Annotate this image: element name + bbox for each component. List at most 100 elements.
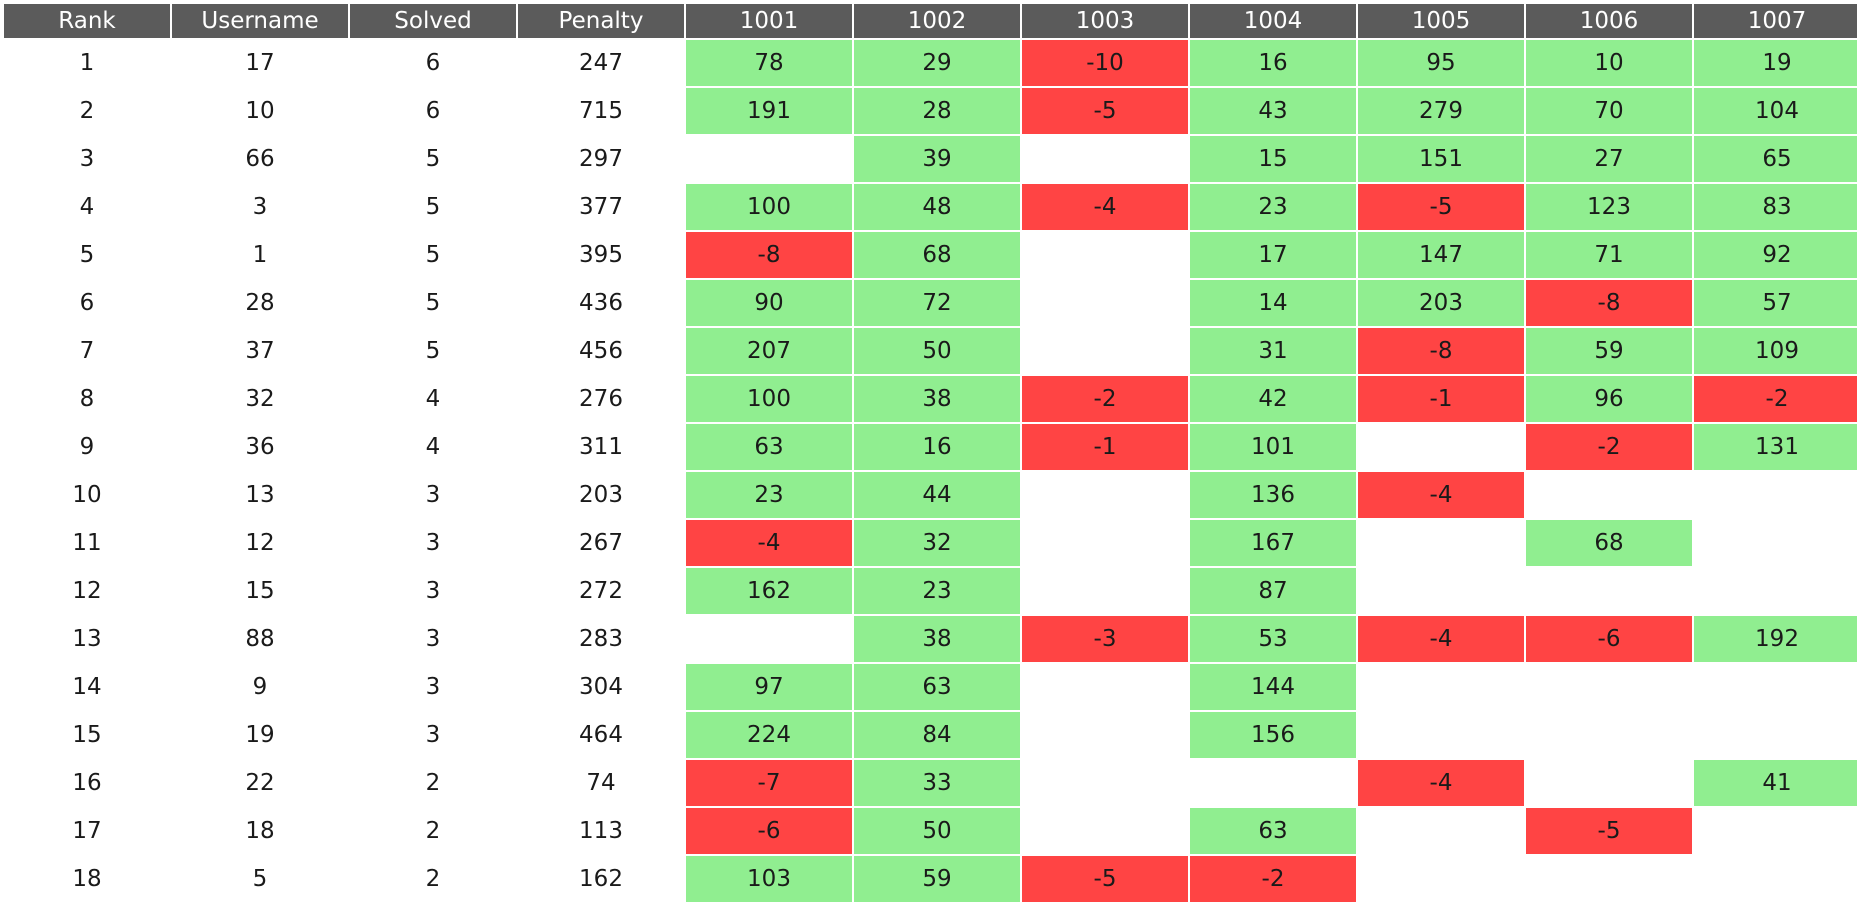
column-header-1005[interactable]: 1005 [1358, 4, 1524, 38]
problem-cell-1007 [1694, 712, 1857, 758]
problem-cell-1003 [1022, 760, 1188, 806]
username-cell: 5 [252, 866, 268, 892]
penalty-cell: 715 [579, 98, 623, 124]
problem-cell-1006: 59 [1526, 328, 1692, 374]
penalty-cell: 456 [579, 338, 623, 364]
problem-cell-1001: 78 [686, 40, 852, 86]
table-row: 13 88 3 283 38 -3 53 -4 -6 192 [4, 616, 1857, 662]
problem-cell-1003 [1022, 568, 1188, 614]
solved-cell: 3 [425, 578, 441, 604]
column-header-rank[interactable]: Rank [4, 4, 170, 38]
problem-cell-1007: 57 [1694, 280, 1857, 326]
column-header-penalty[interactable]: Penalty [518, 4, 684, 38]
problem-cell-1005 [1358, 712, 1524, 758]
rank-cell: 1 [79, 50, 95, 76]
table-row: 2 10 6 715 191 28 -5 43 279 70 104 [4, 88, 1857, 134]
header-row: Rank Username Solved Penalty 1001 1002 1003 100… [4, 4, 1857, 38]
column-header-1003[interactable]: 1003 [1022, 4, 1188, 38]
problem-cell-1002: 16 [854, 424, 1020, 470]
problem-cell-1004: 156 [1190, 712, 1356, 758]
username-cell: 88 [245, 626, 275, 652]
username-cell: 19 [245, 722, 275, 748]
username-cell: 32 [245, 386, 275, 412]
column-header-1006[interactable]: 1006 [1526, 4, 1692, 38]
problem-cell-1007: 192 [1694, 616, 1857, 662]
username-cell: 36 [245, 434, 275, 460]
problem-cell-1007 [1694, 472, 1857, 518]
column-header-1007[interactable]: 1007 [1694, 4, 1857, 38]
column-header-1002[interactable]: 1002 [854, 4, 1020, 38]
solved-cell: 3 [425, 722, 441, 748]
rank-cell: 4 [79, 194, 95, 220]
problem-cell-1001: -6 [686, 808, 852, 854]
problem-cell-1004: 53 [1190, 616, 1356, 662]
problem-cell-1004: 31 [1190, 328, 1356, 374]
problem-cell-1002: 38 [854, 376, 1020, 422]
problem-cell-1004: -2 [1190, 856, 1356, 902]
penalty-cell: 267 [579, 530, 623, 556]
username-cell: 28 [245, 290, 275, 316]
problem-cell-1003 [1022, 664, 1188, 710]
table-row: 6 28 5 436 90 72 14 203 -8 57 [4, 280, 1857, 326]
problem-cell-1002: 50 [854, 328, 1020, 374]
problem-cell-1007 [1694, 520, 1857, 566]
column-header-1004[interactable]: 1004 [1190, 4, 1356, 38]
solved-cell: 5 [425, 242, 441, 268]
problem-cell-1001: 162 [686, 568, 852, 614]
problem-cell-1007: 65 [1694, 136, 1857, 182]
penalty-cell: 464 [579, 722, 623, 748]
penalty-cell: 395 [579, 242, 623, 268]
table-row: 4 3 5 377 100 48 -4 23 -5 123 83 [4, 184, 1857, 230]
problem-cell-1001: 97 [686, 664, 852, 710]
problem-cell-1003 [1022, 280, 1188, 326]
problem-cell-1001: 191 [686, 88, 852, 134]
problem-cell-1007: 19 [1694, 40, 1857, 86]
problem-cell-1005 [1358, 856, 1524, 902]
problem-cell-1002: 28 [854, 88, 1020, 134]
problem-cell-1005 [1358, 520, 1524, 566]
problem-cell-1005: -4 [1358, 472, 1524, 518]
problem-cell-1003 [1022, 232, 1188, 278]
column-header-1001[interactable]: 1001 [686, 4, 852, 38]
problem-cell-1003: -10 [1022, 40, 1188, 86]
solved-cell: 5 [425, 194, 441, 220]
problem-cell-1005: 203 [1358, 280, 1524, 326]
solved-cell: 4 [425, 434, 441, 460]
solved-cell: 2 [425, 866, 441, 892]
column-header-solved[interactable]: Solved [350, 4, 516, 38]
table-row: 3 66 5 297 39 15 151 27 65 [4, 136, 1857, 182]
penalty-cell: 436 [579, 290, 623, 316]
problem-cell-1004: 42 [1190, 376, 1356, 422]
problem-cell-1004: 15 [1190, 136, 1356, 182]
problem-cell-1003 [1022, 712, 1188, 758]
problem-cell-1002: 23 [854, 568, 1020, 614]
problem-cell-1002: 50 [854, 808, 1020, 854]
username-cell: 3 [252, 194, 268, 220]
solved-cell: 3 [425, 674, 441, 700]
table-row: 18 5 2 162 103 59 -5 -2 [4, 856, 1857, 902]
problem-cell-1002: 38 [854, 616, 1020, 662]
problem-cell-1004 [1190, 760, 1356, 806]
problem-cell-1004: 136 [1190, 472, 1356, 518]
solved-cell: 6 [425, 50, 441, 76]
problem-cell-1005: -5 [1358, 184, 1524, 230]
penalty-cell: 113 [579, 818, 623, 844]
problem-cell-1007: 83 [1694, 184, 1857, 230]
problem-cell-1002: 72 [854, 280, 1020, 326]
problem-cell-1002: 84 [854, 712, 1020, 758]
table-row: 1 17 6 247 78 29 -10 16 95 10 19 [4, 40, 1857, 86]
column-header-username[interactable]: Username [172, 4, 348, 38]
problem-cell-1002: 63 [854, 664, 1020, 710]
problem-cell-1006 [1526, 568, 1692, 614]
table-row: 17 18 2 113 -6 50 63 -5 [4, 808, 1857, 854]
problem-cell-1002: 48 [854, 184, 1020, 230]
problem-cell-1006 [1526, 472, 1692, 518]
problem-cell-1001 [686, 616, 852, 662]
scoreboard-body: 1 17 6 247 78 29 -10 16 95 10 19 2 10 6 715 191 28 -5 43 27… [4, 40, 1857, 902]
problem-cell-1006: 27 [1526, 136, 1692, 182]
problem-cell-1005 [1358, 664, 1524, 710]
username-cell: 17 [245, 50, 275, 76]
solved-cell: 3 [425, 482, 441, 508]
rank-cell: 14 [72, 674, 102, 700]
problem-cell-1003 [1022, 136, 1188, 182]
